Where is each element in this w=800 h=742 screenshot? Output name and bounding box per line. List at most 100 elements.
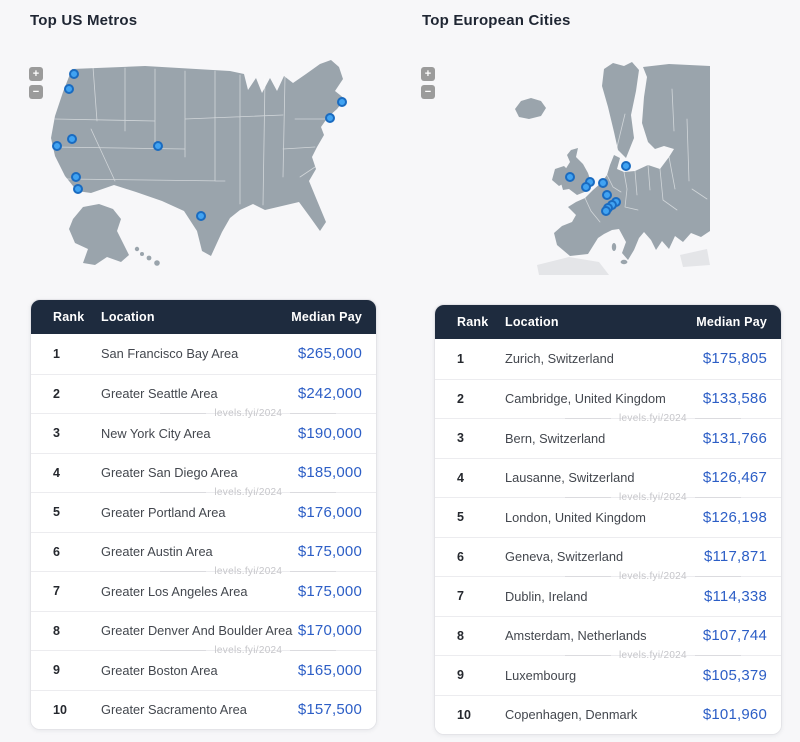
page-title: Top US Metros xyxy=(30,12,138,29)
location-cell: Zurich, Switzerland xyxy=(505,351,614,367)
map-marker-geneva[interactable] xyxy=(601,206,612,217)
zoom-in-button[interactable]: + xyxy=(421,67,435,81)
location-cell: Greater Denver And Boulder Area xyxy=(101,623,293,639)
column-header-median-pay: Median Pay xyxy=(291,310,362,324)
location-cell: Greater Seattle Area xyxy=(101,386,218,402)
map-zoom-controls: + − xyxy=(421,67,435,99)
location-cell: San Francisco Bay Area xyxy=(101,346,239,362)
median-pay-cell: $126,467 xyxy=(702,469,767,487)
table-row[interactable]: 3 Bern, Switzerland $131,766 xyxy=(435,418,781,458)
table-row[interactable]: 1 San Francisco Bay Area $265,000 xyxy=(31,334,376,374)
us-map[interactable]: + − xyxy=(25,59,395,289)
rank-cell: 1 xyxy=(53,346,60,361)
table-row[interactable]: 10 Greater Sacramento Area $157,500 xyxy=(31,689,376,729)
zoom-out-button[interactable]: − xyxy=(421,85,435,99)
table-header: Rank Location Median Pay xyxy=(435,305,781,339)
table-row[interactable]: 4 Lausanne, Switzerland $126,467 xyxy=(435,457,781,497)
rank-cell: 6 xyxy=(457,549,464,564)
table-row[interactable]: 8 Greater Denver And Boulder Area $170,0… xyxy=(31,610,376,650)
map-marker-denver[interactable] xyxy=(152,140,163,151)
rank-cell: 7 xyxy=(53,584,60,599)
map-marker-boston[interactable] xyxy=(337,97,348,107)
rank-cell: 3 xyxy=(53,426,60,441)
panel-us-metros: Top US Metros + − Rank Location Median xyxy=(25,12,395,735)
median-pay-cell: $242,000 xyxy=(297,385,362,403)
table-body: 1 Zurich, Switzerland $175,805 2 Cambrid… xyxy=(435,339,781,734)
rank-cell: 9 xyxy=(53,663,60,678)
median-pay-cell: $265,000 xyxy=(297,345,362,363)
map-marker-copenhagen[interactable] xyxy=(621,160,632,171)
table-row[interactable]: 10 Copenhagen, Denmark $101,960 xyxy=(435,694,781,734)
map-marker-san-francisco[interactable] xyxy=(51,140,62,151)
rank-cell: 8 xyxy=(457,628,464,643)
column-header-location: Location xyxy=(101,310,155,324)
median-pay-cell: $126,198 xyxy=(702,508,767,526)
map-marker-los-angeles[interactable] xyxy=(71,171,82,182)
median-pay-cell: $105,379 xyxy=(702,666,767,684)
map-marker-new-york[interactable] xyxy=(324,113,335,124)
table-row[interactable]: 6 Greater Austin Area $175,000 xyxy=(31,531,376,571)
rank-cell: 10 xyxy=(53,702,67,717)
table-row[interactable]: 9 Greater Boston Area $165,000 xyxy=(31,650,376,690)
location-cell: Greater San Diego Area xyxy=(101,465,238,481)
map-marker-luxembourg[interactable] xyxy=(602,190,613,201)
table-row[interactable]: 7 Dublin, Ireland $114,338 xyxy=(435,576,781,616)
table-row[interactable]: 4 Greater San Diego Area $185,000 xyxy=(31,452,376,492)
map-marker-seattle[interactable] xyxy=(68,68,79,79)
location-cell: Geneva, Switzerland xyxy=(505,549,624,565)
rank-cell: 1 xyxy=(457,351,464,366)
zoom-out-button[interactable]: − xyxy=(29,85,43,99)
page-title: Top European Cities xyxy=(422,12,571,29)
table-row[interactable]: 7 Greater Los Angeles Area $175,000 xyxy=(31,571,376,611)
rank-cell: 3 xyxy=(457,431,464,446)
location-cell: Lausanne, Switzerland xyxy=(505,470,635,486)
map-marker-portland[interactable] xyxy=(64,83,75,94)
location-cell: Bern, Switzerland xyxy=(505,430,606,446)
europe-table-card: Rank Location Median Pay 1 Zurich, Switz… xyxy=(434,304,782,735)
table-row[interactable]: 2 Greater Seattle Area $242,000 xyxy=(31,373,376,413)
table-row[interactable]: 9 Luxembourg $105,379 xyxy=(435,655,781,695)
us-map-markers xyxy=(25,59,395,289)
median-pay-cell: $175,000 xyxy=(297,543,362,561)
rank-cell: 4 xyxy=(53,465,60,480)
median-pay-cell: $131,766 xyxy=(702,429,767,447)
rank-cell: 9 xyxy=(457,668,464,683)
rank-cell: 5 xyxy=(53,505,60,520)
rank-cell: 2 xyxy=(53,386,60,401)
map-marker-amsterdam[interactable] xyxy=(598,178,609,189)
median-pay-cell: $117,871 xyxy=(703,548,767,566)
map-marker-sacramento[interactable] xyxy=(66,134,77,145)
column-header-median-pay: Median Pay xyxy=(696,315,767,329)
column-header-location: Location xyxy=(505,315,559,329)
median-pay-cell: $190,000 xyxy=(297,424,362,442)
table-row[interactable]: 5 London, United Kingdom $126,198 xyxy=(435,497,781,537)
table-row[interactable]: 1 Zurich, Switzerland $175,805 xyxy=(435,339,781,379)
us-table-card: Rank Location Median Pay 1 San Francisco… xyxy=(30,299,377,730)
location-cell: Cambridge, United Kingdom xyxy=(505,391,666,407)
map-marker-london[interactable] xyxy=(581,182,592,193)
location-cell: Copenhagen, Denmark xyxy=(505,707,638,723)
table-header: Rank Location Median Pay xyxy=(31,300,376,334)
location-cell: London, United Kingdom xyxy=(505,509,646,525)
table-row[interactable]: 8 Amsterdam, Netherlands $107,744 xyxy=(435,615,781,655)
map-marker-san-diego[interactable] xyxy=(72,183,83,194)
rank-cell: 8 xyxy=(53,623,60,638)
median-pay-cell: $175,000 xyxy=(297,582,362,600)
location-cell: Dublin, Ireland xyxy=(505,588,588,604)
location-cell: New York City Area xyxy=(101,425,211,441)
zoom-in-button[interactable]: + xyxy=(29,67,43,81)
europe-map[interactable]: + − xyxy=(417,59,787,294)
table-row[interactable]: 6 Geneva, Switzerland $117,871 xyxy=(435,536,781,576)
map-marker-dublin[interactable] xyxy=(565,171,576,182)
location-cell: Luxembourg xyxy=(505,667,577,683)
table-row[interactable]: 5 Greater Portland Area $176,000 xyxy=(31,492,376,532)
table-row[interactable]: 2 Cambridge, United Kingdom $133,586 xyxy=(435,378,781,418)
median-pay-cell: $101,960 xyxy=(702,706,767,724)
median-pay-cell: $107,744 xyxy=(702,627,767,645)
rank-cell: 6 xyxy=(53,544,60,559)
rank-cell: 5 xyxy=(457,510,464,525)
column-header-rank: Rank xyxy=(53,310,85,324)
map-marker-austin[interactable] xyxy=(196,211,207,222)
table-row[interactable]: 3 New York City Area $190,000 xyxy=(31,413,376,453)
